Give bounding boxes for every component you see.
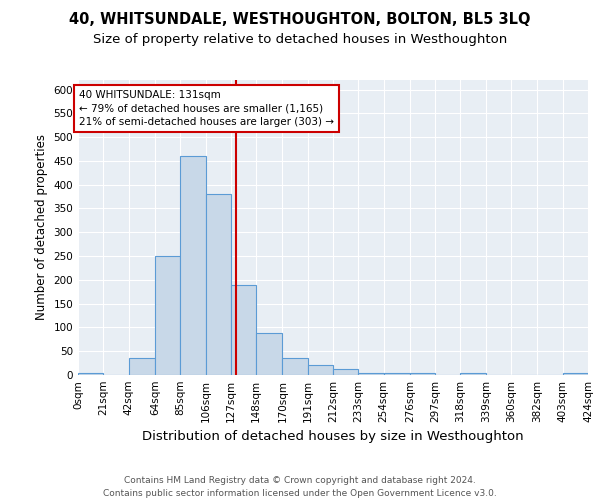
Bar [256, 333, 283, 375]
Bar [563, 372, 588, 375]
Bar [308, 366, 333, 375]
Bar [461, 372, 486, 375]
Text: 40, WHITSUNDALE, WESTHOUGHTON, BOLTON, BL5 3LQ: 40, WHITSUNDALE, WESTHOUGHTON, BOLTON, B… [69, 12, 531, 28]
Bar [358, 372, 383, 375]
Bar [205, 194, 231, 375]
Bar [231, 284, 256, 375]
Bar [283, 358, 308, 375]
X-axis label: Distribution of detached houses by size in Westhoughton: Distribution of detached houses by size … [142, 430, 524, 444]
Bar [78, 372, 103, 375]
Bar [333, 369, 358, 375]
Bar [383, 372, 410, 375]
Text: Size of property relative to detached houses in Westhoughton: Size of property relative to detached ho… [93, 32, 507, 46]
Y-axis label: Number of detached properties: Number of detached properties [35, 134, 48, 320]
Bar [128, 358, 155, 375]
Bar [180, 156, 205, 375]
Text: 40 WHITSUNDALE: 131sqm
← 79% of detached houses are smaller (1,165)
21% of semi-: 40 WHITSUNDALE: 131sqm ← 79% of detached… [79, 90, 334, 127]
Text: Contains HM Land Registry data © Crown copyright and database right 2024.
Contai: Contains HM Land Registry data © Crown c… [103, 476, 497, 498]
Bar [155, 256, 180, 375]
Bar [410, 372, 435, 375]
